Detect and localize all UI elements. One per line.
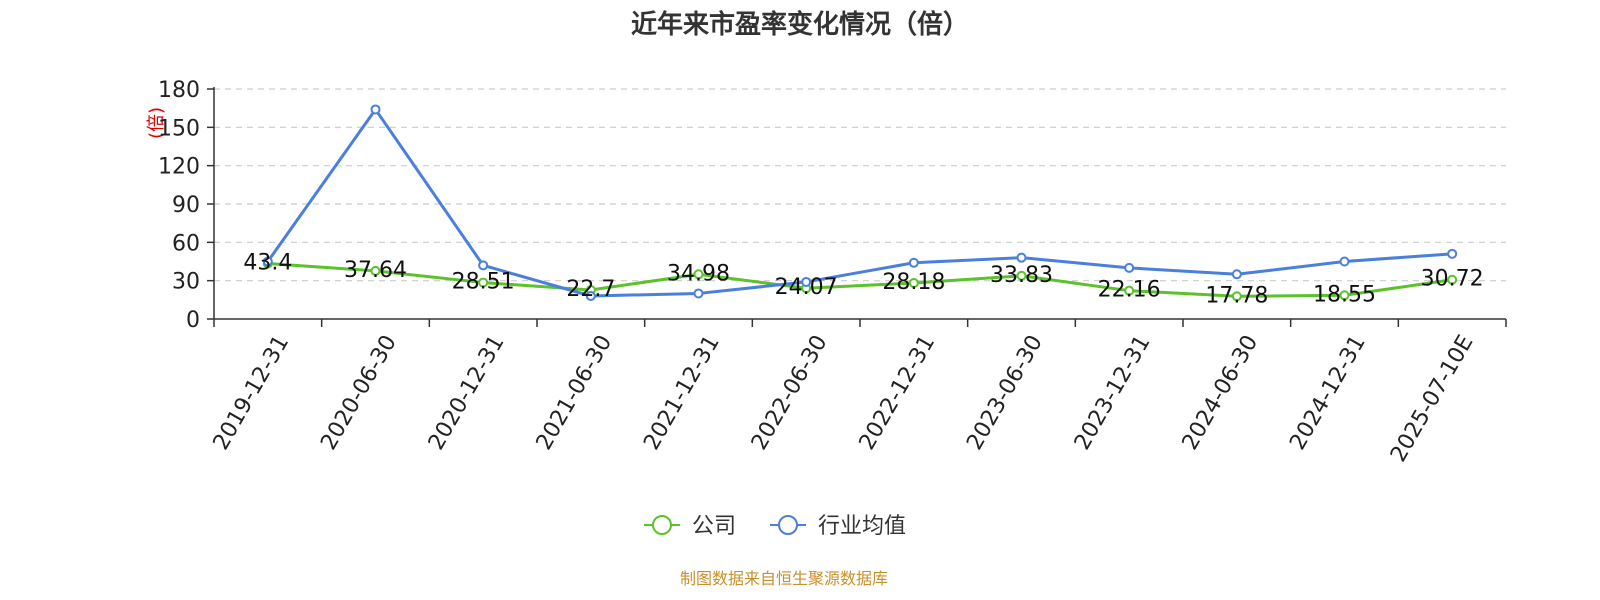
data-label: 28.51 — [452, 270, 515, 295]
y-tick-label: 30 — [172, 270, 200, 295]
legend: 公司 行业均值 — [644, 514, 906, 539]
data-point — [478, 277, 489, 288]
data-point — [262, 256, 273, 267]
data-point — [801, 276, 812, 287]
y-tick-label: 90 — [172, 193, 200, 218]
legend-swatch-marker — [652, 515, 672, 535]
x-tick-label: 2024-12-31 — [1285, 331, 1371, 454]
y-tick-label: 150 — [158, 116, 200, 141]
grid-lines — [214, 88, 1506, 282]
data-labels: 43.4 37.64 28.51 22.7 34.98 24.07 28.18 33.83 22… — [243, 251, 1483, 309]
y-axis-label: (倍) — [146, 107, 167, 139]
data-point — [1447, 274, 1458, 285]
data-label: 24.07 — [775, 275, 838, 300]
x-tick-label: 2024-06-30 — [1178, 331, 1264, 454]
x-tick-label: 2019-12-31 — [209, 331, 295, 454]
x-tick-label: 2022-12-31 — [855, 331, 941, 454]
data-label: 37.64 — [344, 258, 407, 283]
data-point — [908, 257, 919, 268]
x-tick-label: 2025-07-10E — [1386, 331, 1479, 466]
data-point — [370, 265, 381, 276]
x-tick-label: 2022-06-30 — [747, 331, 833, 454]
data-point — [1016, 270, 1027, 281]
series-line-0 — [267, 262, 1453, 298]
x-tick-label: 2020-06-30 — [316, 331, 402, 454]
data-label: 30.72 — [1421, 267, 1484, 292]
data-label: 34.98 — [667, 261, 730, 286]
data-point — [1124, 262, 1135, 273]
data-point — [1339, 290, 1350, 301]
x-tick-label: 2021-12-31 — [639, 331, 725, 454]
data-label: 22.7 — [566, 277, 615, 302]
x-tick-label: 2023-12-31 — [1070, 331, 1156, 454]
x-tick-label: 2023-06-30 — [962, 331, 1048, 454]
data-point — [478, 260, 489, 271]
data-label: 28.18 — [882, 270, 945, 295]
data-point — [1124, 285, 1135, 296]
y-tick-label: 0 — [186, 308, 200, 333]
data-point — [693, 288, 704, 299]
data-point — [908, 277, 919, 288]
legend-label: 公司 — [692, 514, 736, 539]
x-tick-label: 2021-06-30 — [532, 331, 618, 454]
data-point — [1016, 252, 1027, 263]
legend-label: 行业均值 — [818, 514, 906, 539]
data-point — [693, 269, 704, 280]
data-point — [1231, 291, 1242, 302]
data-point — [1231, 269, 1242, 280]
data-label: 43.4 — [243, 251, 292, 276]
y-tick-label: 180 — [158, 78, 200, 103]
series-line-1 — [266, 107, 1453, 298]
y-tick-label: 60 — [172, 231, 200, 256]
chart-title: 近年来市盈率变化情况（倍） — [631, 9, 969, 40]
data-label: 17.78 — [1205, 283, 1268, 308]
data-label: 18.55 — [1313, 282, 1376, 307]
data-source-note: 制图数据来自恒生聚源数据库 — [680, 569, 888, 588]
legend-swatch-marker — [778, 515, 798, 535]
data-point — [585, 291, 596, 301]
series-lines — [262, 104, 1458, 302]
y-tick-label: 120 — [158, 155, 200, 180]
data-label: 22.16 — [1098, 278, 1161, 303]
x-tick-label: 2020-12-31 — [424, 331, 510, 454]
data-point — [370, 104, 381, 115]
data-point — [1447, 248, 1458, 259]
data-point — [1339, 256, 1350, 267]
data-label: 33.83 — [990, 263, 1053, 288]
